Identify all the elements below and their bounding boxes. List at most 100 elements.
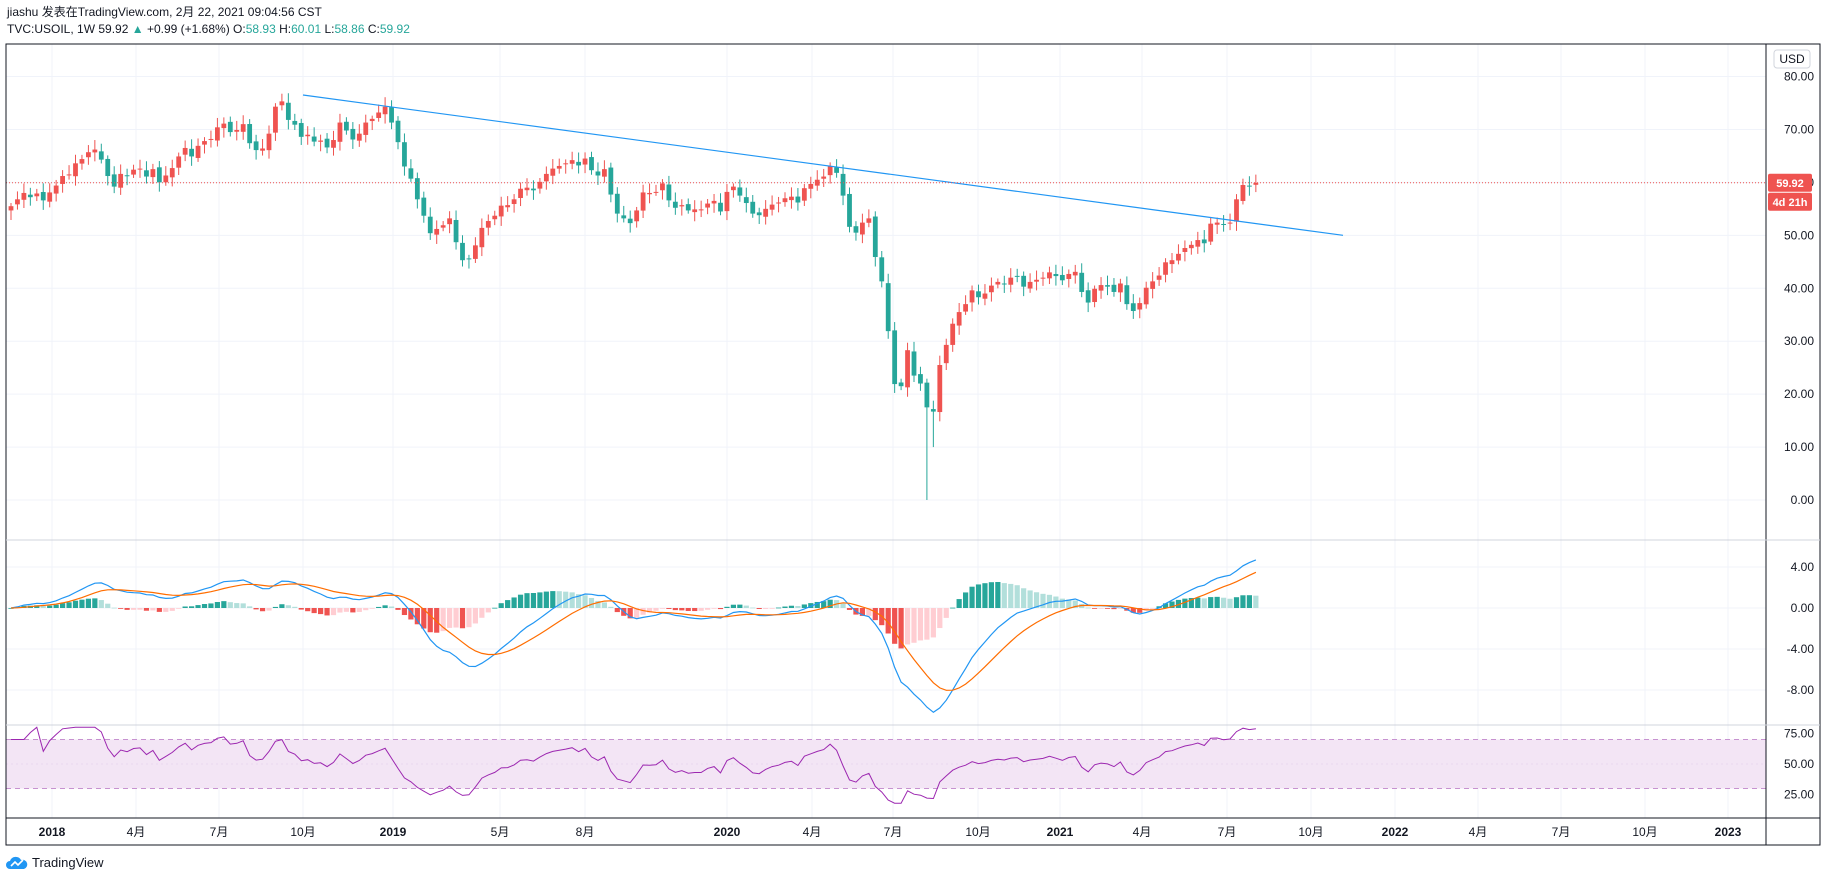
candle-body xyxy=(1001,283,1007,285)
candle-body xyxy=(414,178,420,200)
up-arrow-icon: ▲ xyxy=(131,22,144,36)
candle-body xyxy=(1008,277,1014,285)
candle-body xyxy=(1118,283,1123,293)
macd-histogram-bar xyxy=(872,608,878,621)
candle-body xyxy=(1156,275,1162,280)
macd-histogram-bar xyxy=(72,600,79,608)
candle-body xyxy=(872,216,878,258)
candle-body xyxy=(40,192,46,201)
candle-body xyxy=(1059,274,1065,281)
macd-histogram-bar xyxy=(453,608,459,628)
macd-histogram-bar xyxy=(634,608,640,618)
candle-body xyxy=(569,160,575,164)
macd-histogram-bar xyxy=(434,608,440,633)
macd-histogram-bar xyxy=(79,599,85,608)
candle-body xyxy=(692,209,698,213)
macd-histogram-bar xyxy=(498,603,504,608)
macd-histogram-bar xyxy=(182,606,188,608)
candle-body xyxy=(743,197,749,204)
candle-body xyxy=(763,208,769,217)
macd-histogram-bar xyxy=(1169,601,1175,608)
macd-histogram-bar xyxy=(318,608,324,615)
price-tick-label: 50.00 xyxy=(1784,228,1814,242)
publish-line: jiashu 发表在TradingView.com, 2月 22, 2021 0… xyxy=(7,5,322,19)
close-value: 59.92 xyxy=(379,22,410,36)
macd-histogram-bar xyxy=(447,608,453,628)
candle-body xyxy=(240,124,246,132)
macd-histogram-bar xyxy=(234,603,240,608)
macd-histogram-bar xyxy=(505,600,511,608)
tradingview-logo[interactable]: TradingView xyxy=(6,855,104,870)
time-tick-label: 2023 xyxy=(1715,825,1742,839)
macd-histogram-bar xyxy=(485,608,491,613)
macd-histogram-bar xyxy=(582,595,588,608)
candle-body xyxy=(698,209,704,211)
candle-body xyxy=(460,242,465,261)
symbol-label: TVC:USOIL, 1W xyxy=(7,22,96,36)
candle-body xyxy=(608,167,614,195)
candle-body xyxy=(756,212,762,216)
macd-histogram-bar xyxy=(124,608,130,610)
price-tick-label: 20.00 xyxy=(1784,387,1814,401)
macd-histogram-bar xyxy=(1188,597,1194,608)
macd-histogram-bar xyxy=(1195,597,1201,608)
countdown-box xyxy=(1768,192,1812,211)
candle-body xyxy=(144,170,149,177)
macd-histogram-bar xyxy=(60,603,66,608)
candle-body xyxy=(292,120,298,125)
time-tick-label: 7月 xyxy=(884,825,903,839)
macd-histogram-bar xyxy=(698,608,704,611)
macd-histogram-bar xyxy=(608,606,614,608)
macd-histogram-bar xyxy=(627,608,633,619)
macd-histogram-bar xyxy=(34,605,40,608)
macd-histogram-bar xyxy=(189,606,195,608)
macd-histogram-bar xyxy=(1027,590,1033,608)
candle-body xyxy=(769,204,775,210)
candle-body xyxy=(298,123,304,137)
candle-body xyxy=(156,167,162,183)
candle-body xyxy=(189,148,194,157)
macd-histogram-bar xyxy=(1246,595,1252,608)
time-tick-label: 4月 xyxy=(1469,825,1488,839)
candle-body xyxy=(1176,253,1181,261)
candle-body xyxy=(331,140,336,148)
candle-body xyxy=(840,173,846,196)
macd-histogram-bar xyxy=(492,607,498,609)
countdown-label: 4d 21h xyxy=(1773,197,1808,209)
candle-body xyxy=(176,156,182,168)
macd-histogram-bar xyxy=(343,608,349,612)
candle-body xyxy=(924,382,930,408)
time-tick-label: 10月 xyxy=(965,825,990,839)
time-tick-label: 2021 xyxy=(1047,825,1074,839)
candle-body xyxy=(427,216,433,234)
candle-body xyxy=(492,215,498,220)
time-tick-label: 7月 xyxy=(1552,825,1571,839)
candle-body xyxy=(550,168,556,176)
candle-body xyxy=(1195,240,1201,247)
time-tick-label: 10月 xyxy=(290,825,315,839)
macd-histogram-bar xyxy=(440,608,446,632)
macd-histogram-bar xyxy=(266,608,272,611)
candle-body xyxy=(47,192,53,202)
macd-histogram-bar xyxy=(840,603,846,608)
macd-histogram-bar xyxy=(1008,583,1014,608)
macd-histogram-bar xyxy=(1098,608,1104,609)
macd-histogram-bar xyxy=(279,604,285,608)
candle-body xyxy=(408,168,414,179)
candle-body xyxy=(885,283,891,332)
macd-histogram-bar xyxy=(1182,598,1188,608)
price-tick-label: 0.00 xyxy=(1791,493,1815,507)
outer-frame xyxy=(5,43,1821,846)
macd-histogram-bar xyxy=(898,608,904,649)
macd-histogram-bar xyxy=(788,605,795,608)
macd-histogram-bar xyxy=(1208,597,1214,608)
candle-body xyxy=(8,206,14,211)
time-tick-label: 4月 xyxy=(803,825,822,839)
macd-histogram-bar xyxy=(459,608,466,629)
time-tick-label: 7月 xyxy=(210,825,229,839)
candle-body xyxy=(73,163,78,177)
time-tick-label: 2020 xyxy=(714,825,741,839)
macd-histogram-bar xyxy=(208,603,214,608)
macd-histogram-bar xyxy=(169,608,175,611)
